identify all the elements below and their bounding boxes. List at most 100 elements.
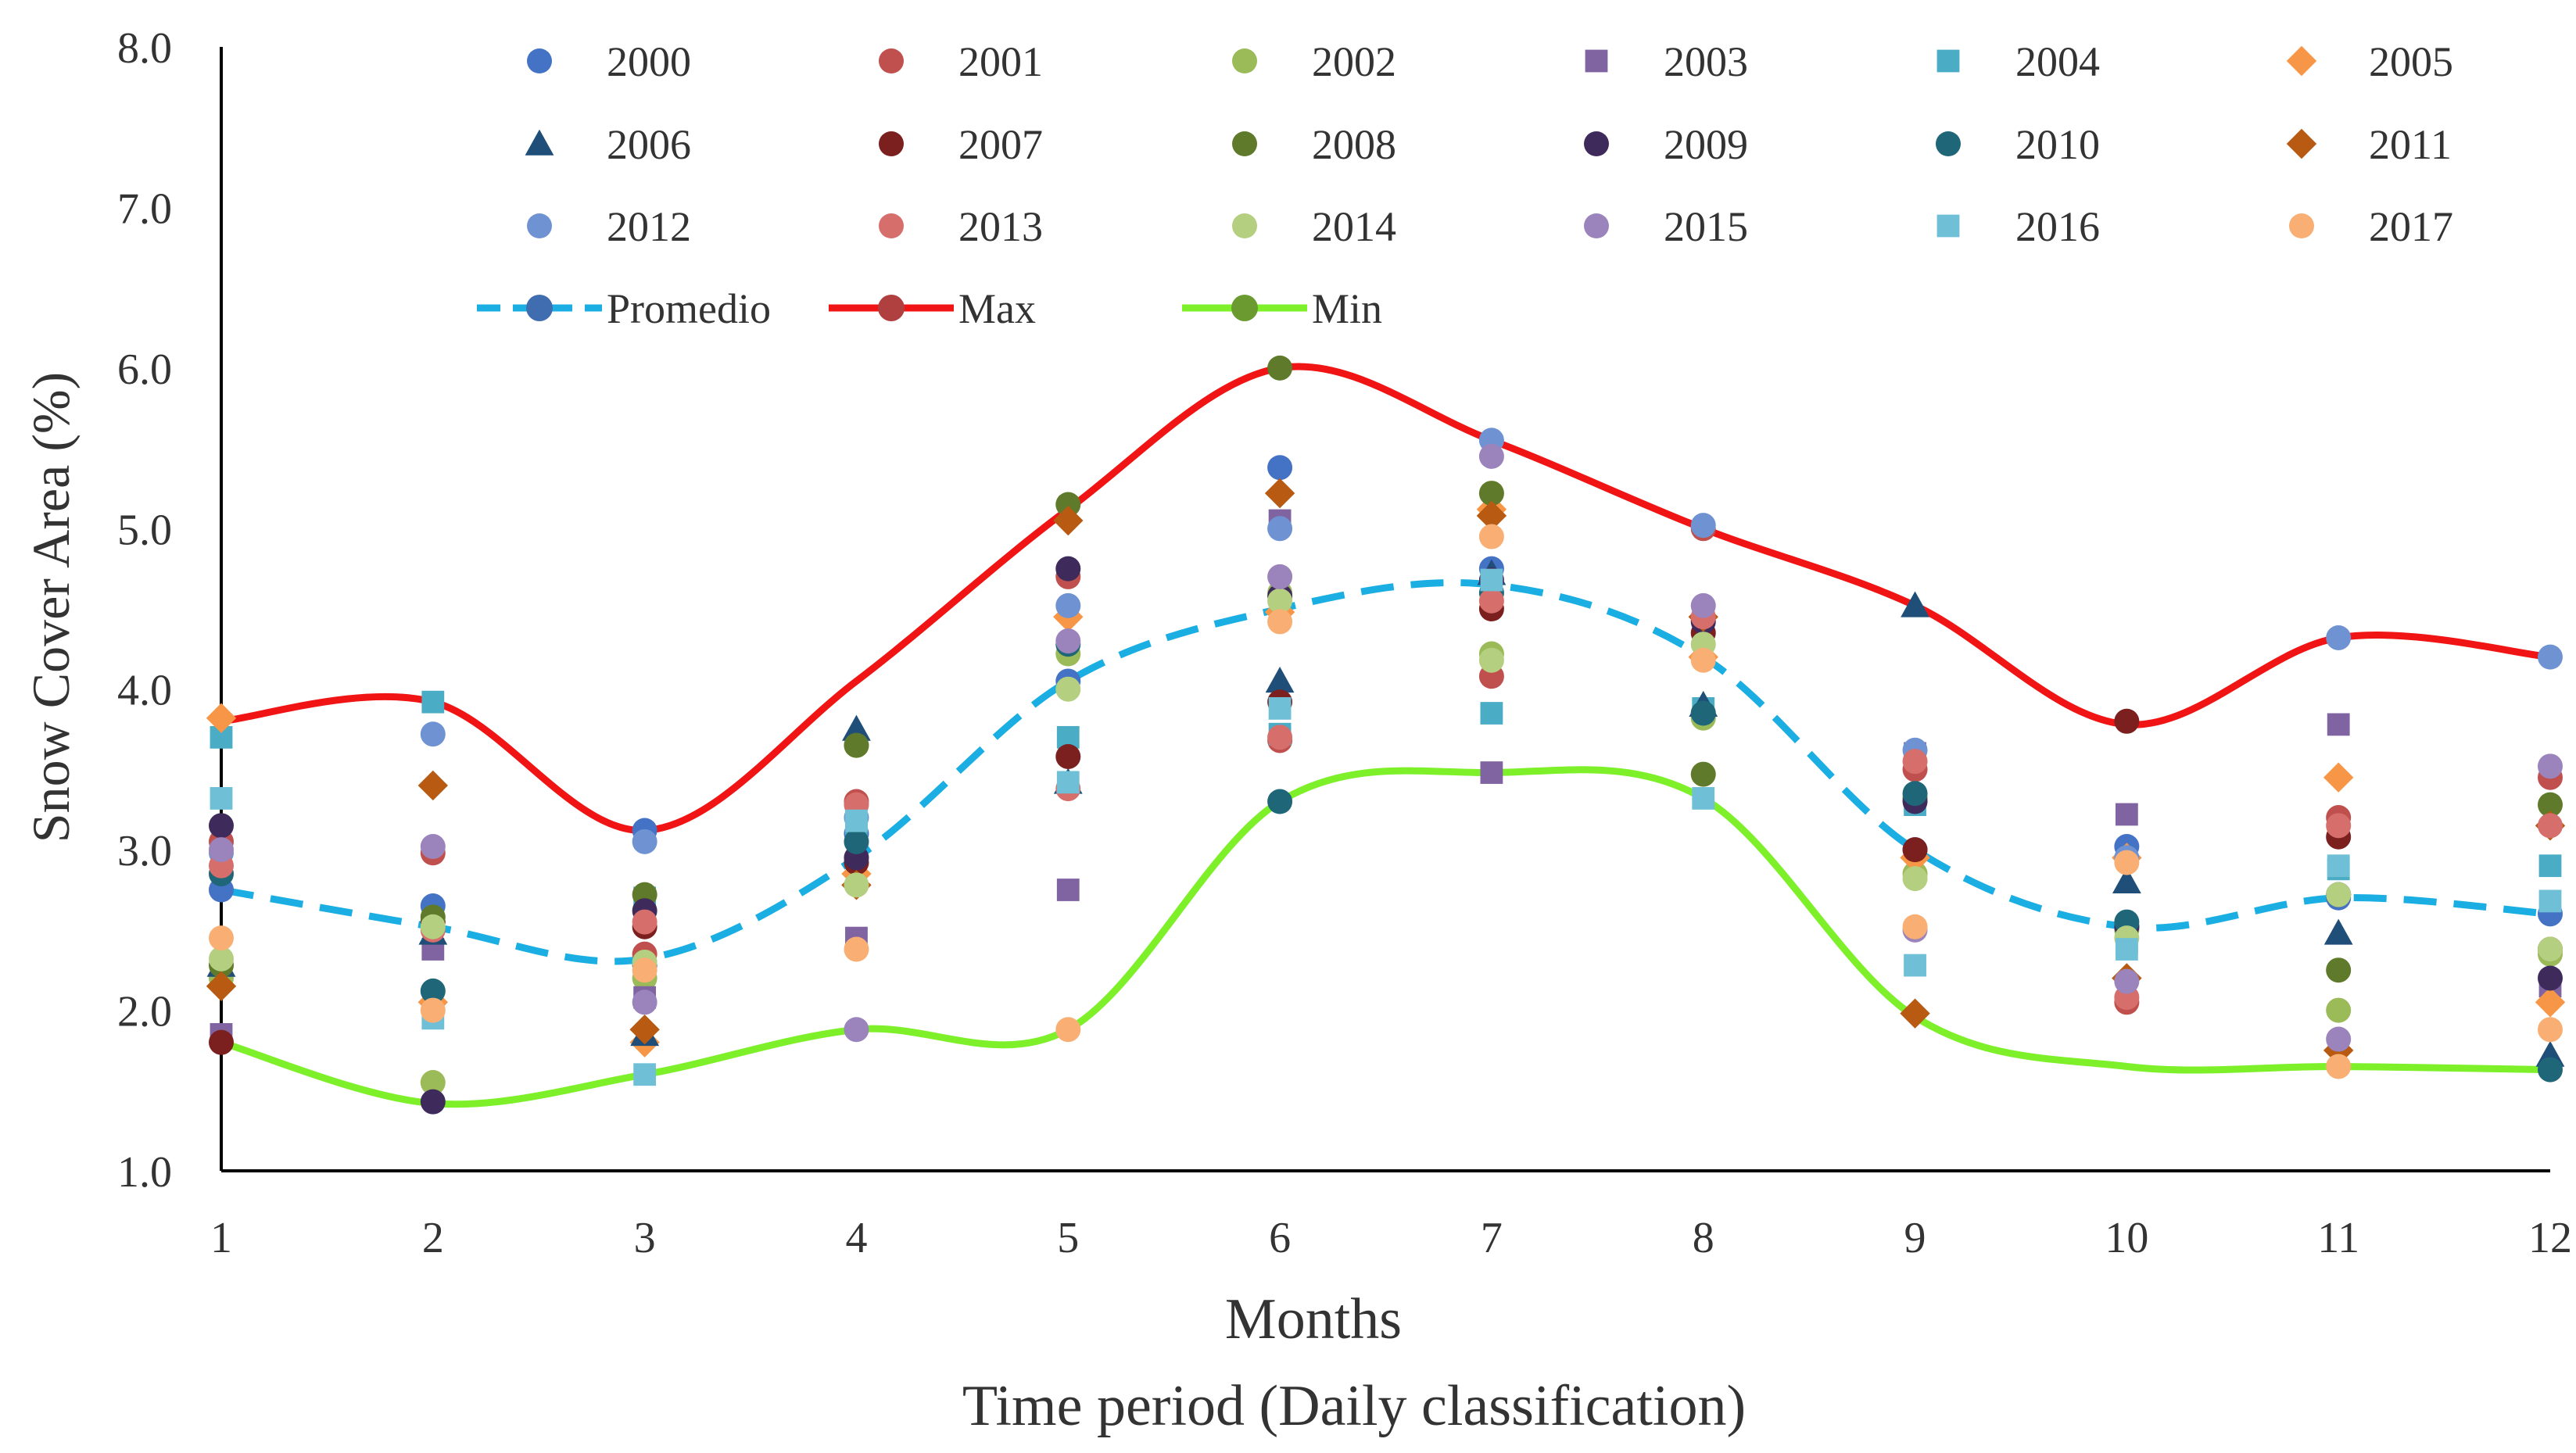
point-2017 [1478,524,1504,549]
legend-label-2001: 2001 [958,38,1043,85]
point-2011 [1900,998,1930,1029]
legend-marker-2015 [1584,213,1609,238]
point-2013 [632,909,657,935]
legend-marker-2000 [527,48,552,73]
point-2012 [2538,644,2563,670]
point-2017 [209,925,234,951]
y-tick-label: 8.0 [117,24,172,73]
point-2017 [2114,850,2140,875]
x-tick-label: 12 [2528,1214,2572,1262]
point-2016 [210,787,233,810]
point-2017 [1055,1017,1081,1043]
y-tick-label: 2.0 [117,988,172,1036]
point-2009 [209,813,234,839]
point-2016 [1692,787,1715,810]
x-tick-label: 11 [2317,1214,2359,1262]
legend-label-2004: 2004 [2015,38,2100,85]
legend-marker-2010 [1936,131,1961,156]
point-2016 [1480,568,1503,592]
point-2013 [2326,813,2352,839]
point-2012 [420,721,446,747]
point-2006 [842,714,871,741]
legend-marker-2001 [879,48,904,73]
point-2004 [1480,702,1503,725]
x-tick-label: 10 [2105,1214,2148,1262]
point-2003 [1480,761,1503,784]
point-2005 [2323,762,2354,793]
legend-marker-2005 [2286,45,2317,77]
point-2014 [420,914,446,939]
legend-marker-max [878,295,905,321]
point-2008 [1055,492,1081,517]
point-2014 [2326,882,2352,907]
legend-label-2007: 2007 [958,121,1043,168]
point-2010 [2538,1057,2563,1083]
point-2008 [2538,792,2563,818]
point-2017 [2326,1054,2352,1079]
point-2009 [2538,965,2563,991]
x-tick-label: 6 [1269,1214,1291,1262]
point-2006 [1265,667,1295,693]
legend-label-2000: 2000 [607,38,691,85]
point-2015 [2114,968,2140,994]
point-2010 [1902,781,1928,807]
point-2011 [1053,505,1084,536]
point-2010 [1267,789,1293,814]
point-2015 [1267,564,1293,589]
y-tick-label: 4.0 [117,667,172,715]
legend-label-2012: 2012 [607,203,691,250]
legend-label-promedio: Promedio [607,285,771,332]
point-2014 [1055,676,1081,702]
legend-marker-2007 [879,131,904,156]
x-tick-label: 3 [634,1214,656,1262]
point-2016 [1904,954,1926,977]
legend-label-2013: 2013 [958,203,1043,250]
point-2007 [1902,837,1928,863]
legend-marker-promedio [526,295,553,321]
point-2009 [420,1089,446,1115]
scatter-points [206,355,2566,1115]
point-2017 [2538,1017,2563,1043]
legend-marker-2002 [1232,48,1257,73]
point-2017 [1267,609,1293,635]
point-2013 [1478,588,1504,614]
point-2008 [1690,761,1716,787]
legend-marker-2016 [1936,214,1960,238]
point-2005 [206,703,237,733]
series-lines [220,363,2551,1108]
x-tick-label: 4 [845,1214,867,1262]
point-2011 [206,971,237,1001]
point-2006 [2323,918,2353,945]
point-2011 [1264,478,1295,509]
legend-marker-2009 [1584,131,1609,156]
point-2006 [1901,591,1929,617]
legend-marker-2013 [879,213,904,238]
point-2012 [632,828,657,854]
x-tick-labels: 1 2 3 4 5 6 7 8 9 10 11 12 [210,1214,2572,1262]
point-2017 [1690,647,1716,673]
point-2015 [844,1017,869,1043]
legend-label-2008: 2008 [1312,121,1396,168]
point-2016 [2327,854,2350,878]
line-min [220,766,2551,1108]
x-tick-label: 9 [1904,1214,1926,1262]
legend-label-2009: 2009 [1664,121,1748,168]
point-2003 [2115,803,2138,826]
point-2000 [1267,455,1293,481]
point-2017 [632,957,657,983]
point-2002 [2326,997,2352,1023]
point-2014 [2538,936,2563,962]
point-2004 [421,690,445,714]
legend-marker-2017 [2289,213,2314,238]
point-2010 [844,828,869,854]
y-tick-label: 1.0 [117,1148,172,1197]
x-tick-label: 5 [1057,1214,1079,1262]
point-2008 [1478,481,1504,506]
point-2012 [1267,516,1293,542]
point-2016 [1268,696,1292,720]
legend-label-2003: 2003 [1664,38,1748,85]
point-2016 [1056,771,1080,794]
point-2017 [420,997,446,1023]
point-2017 [1902,914,1928,939]
